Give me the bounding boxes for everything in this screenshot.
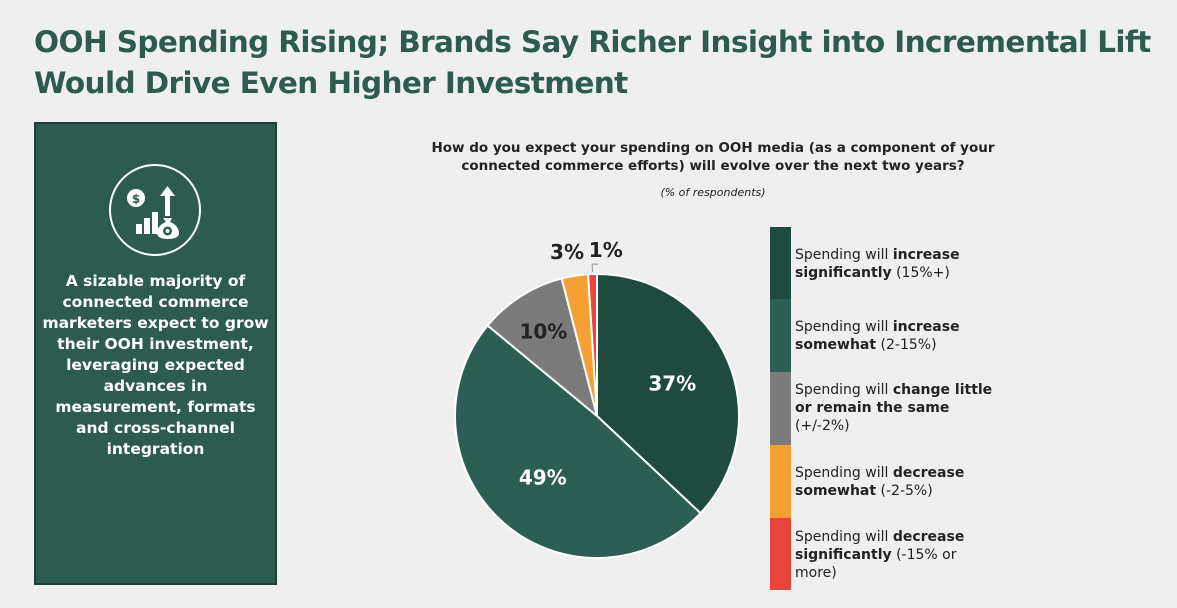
legend-label-emphasis: increase somewhat bbox=[795, 319, 960, 353]
pie-slice bbox=[453, 324, 702, 560]
legend-label-range: (-2-5%) bbox=[876, 483, 933, 499]
legend-label-range: (+/-2%) bbox=[795, 418, 850, 434]
data-label: 1% bbox=[589, 238, 623, 262]
legend-label-range: (15%+) bbox=[891, 265, 950, 281]
legend-swatch bbox=[770, 518, 791, 590]
legend-label-range: (-15% or more) bbox=[795, 547, 957, 581]
pie-slice bbox=[596, 272, 740, 515]
chart-title: How do you expect your spending on OOH m… bbox=[431, 140, 995, 174]
legend-label-prefix: Spending will bbox=[795, 529, 893, 545]
leader-line bbox=[591, 263, 599, 273]
legend-swatch bbox=[770, 445, 791, 518]
legend-label: Spending will increase somewhat (2-15%) bbox=[795, 318, 995, 354]
key-finding-panel: $ A sizable majority of connected commer… bbox=[34, 122, 277, 585]
key-finding-text: A sizable majority of connected commerce… bbox=[42, 272, 269, 458]
data-label: 49% bbox=[519, 466, 567, 490]
legend-swatch bbox=[770, 372, 791, 445]
legend-label-prefix: Spending will bbox=[795, 465, 893, 481]
legend-label: Spending will decrease somewhat (-2-5%) bbox=[795, 464, 995, 500]
svg-text:$: $ bbox=[132, 192, 140, 206]
legend-label-prefix: Spending will bbox=[795, 382, 893, 398]
legend-label: Spending will decrease significantly (-1… bbox=[795, 528, 995, 582]
legend-label-emphasis: decrease somewhat bbox=[795, 465, 965, 499]
pie-slice bbox=[587, 272, 598, 417]
data-label: 10% bbox=[519, 320, 567, 344]
legend-label-prefix: Spending will bbox=[795, 247, 893, 263]
page-title: OOH Spending Rising; Brands Say Richer I… bbox=[34, 22, 1151, 104]
pie-chart: 37% 49% 10% 3% 1% bbox=[453, 238, 740, 560]
legend-label: Spending will increase significantly (15… bbox=[795, 246, 995, 282]
page-title-line-2: Would Drive Even Higher Investment bbox=[34, 66, 628, 100]
data-label: 37% bbox=[648, 371, 696, 395]
legend-label-prefix: Spending will bbox=[795, 319, 893, 335]
legend-label: Spending will change little or remain th… bbox=[795, 381, 995, 435]
legend-label-emphasis: change little or remain the same bbox=[795, 382, 993, 416]
legend-label-emphasis: decrease significantly bbox=[795, 529, 965, 563]
money-growth-chart-icon: $ bbox=[109, 164, 201, 256]
data-label: 3% bbox=[550, 240, 584, 264]
page-title-line-1: OOH Spending Rising; Brands Say Richer I… bbox=[34, 25, 1151, 59]
legend-swatch bbox=[770, 299, 791, 372]
chart-subtitle: (% of respondents) bbox=[660, 186, 766, 199]
legend-label-range: (2-15%) bbox=[876, 337, 937, 353]
legend-label-emphasis: increase significantly bbox=[795, 247, 960, 281]
legend-swatch bbox=[770, 227, 791, 299]
